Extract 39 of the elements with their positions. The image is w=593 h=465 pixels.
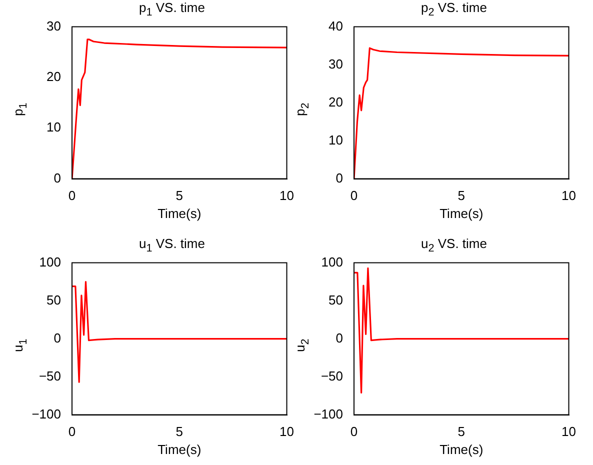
x-axis-title: Time(s)	[158, 206, 202, 221]
y-tick-label: −100	[314, 406, 343, 422]
chart-title: p$_{1}$ VS. time	[138, 0, 206, 19]
x-tick-label: 5	[176, 188, 183, 204]
x-tick-label: 10	[280, 424, 294, 440]
y-tick-label: 20	[46, 69, 61, 84]
y-tick-label: 100	[39, 254, 61, 270]
x-tick-label: 5	[176, 424, 183, 440]
x-tick-label: 10	[562, 424, 576, 440]
x-tick-label: 10	[280, 188, 294, 204]
y-tick-label: 50	[46, 292, 61, 308]
x-tick-label: 0	[350, 424, 358, 440]
y-tick-label: −50	[320, 368, 343, 384]
y-tick-label: 50	[328, 292, 343, 308]
y-tick-label: 0	[54, 170, 61, 186]
chart-title: u$_{1}$ VS. time	[138, 236, 206, 255]
x-tick-label: 0	[68, 424, 76, 440]
y-tick-label: 100	[321, 254, 343, 270]
x-axis-title: Time(s)	[440, 206, 484, 221]
x-tick-label: 5	[458, 188, 465, 204]
x-axis-title: Time(s)	[158, 442, 202, 457]
y-tick-label: 30	[328, 56, 343, 72]
y-tick-label: 40	[328, 18, 343, 34]
x-tick-label: 0	[68, 188, 76, 204]
x-tick-label: 5	[458, 424, 465, 440]
chart-title: p$_{2}$ VS. time	[420, 0, 488, 19]
y-tick-label: 0	[336, 170, 343, 186]
y-tick-label: 0	[336, 330, 343, 346]
y-tick-label: 30	[46, 18, 61, 34]
y-tick-label: −100	[32, 406, 61, 422]
y-tick-label: 10	[328, 132, 343, 148]
x-tick-label: 10	[562, 188, 576, 204]
y-tick-label: 20	[328, 94, 343, 110]
y-tick-label: −50	[38, 368, 61, 384]
x-tick-label: 0	[350, 188, 358, 204]
x-axis-title: Time(s)	[440, 442, 484, 457]
chart-title: u$_{2}$ VS. time	[420, 236, 488, 255]
y-tick-label: 0	[54, 330, 61, 346]
y-tick-label: 10	[46, 120, 61, 135]
